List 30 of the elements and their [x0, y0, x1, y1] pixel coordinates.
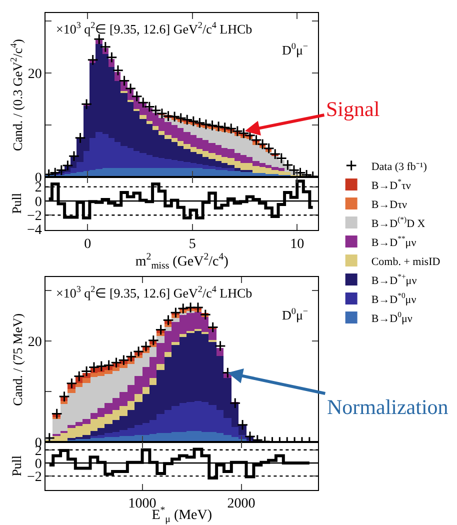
- x-axis-title: m$^{2}$$_{miss}$ (GeV$^{2}$/c$^{4}$): [135, 252, 229, 272]
- y-tick-label: 0: [34, 194, 42, 210]
- x-tick-label: 5: [188, 236, 196, 252]
- annotation: D$^{0}$μ$^{−}$: [282, 306, 308, 322]
- legend-label: B→D$^{*}$τν: [371, 177, 411, 192]
- x-tick-label: 0: [84, 236, 92, 252]
- legend-label: B→D$^{*0}$μν: [371, 291, 416, 306]
- y-axis-title: Cand. / (75 MeV): [10, 313, 25, 406]
- text: ×10$^{3}$ q$^{2}$∈ [9.35, 12.6] GeV$^{2}$/c$^{4}$ LHCb: [56, 20, 252, 36]
- annotation: Signal: [326, 97, 380, 121]
- y-axis-title: Pull: [8, 455, 24, 476]
- legend-label: B→D$^{*+}$μν: [371, 272, 417, 287]
- x-tick-label: 2000: [227, 496, 256, 512]
- legend-label: B→D$^{**}$μν: [371, 234, 416, 249]
- y-tick-label: −2: [26, 470, 42, 485]
- legend-label: B→D$^{(*)}$D X: [371, 215, 426, 230]
- y-tick-label: −2: [26, 209, 42, 224]
- y-tick-label: 0: [34, 456, 42, 472]
- annotation: D$^{0}$μ$^{−}$: [282, 41, 308, 58]
- legend-label: Comb. + misID: [371, 256, 440, 268]
- y-tick-label: 20: [28, 334, 42, 350]
- text: ×10$^{3}$ q$^{2}$∈ [9.35, 12.6] GeV$^{2}$/c$^{4}$ LHCb: [56, 284, 252, 300]
- legend-label: B→D$^{0}$μν: [371, 310, 412, 325]
- y-tick-label: 20: [28, 66, 42, 82]
- legend-label: Data (3 fb⁻¹): [371, 160, 428, 173]
- x-tick-label: 10: [290, 236, 304, 252]
- annotation: Normalization: [327, 395, 449, 419]
- legend-label: B→Dτν: [371, 198, 408, 211]
- y-tick-label: −4: [26, 223, 42, 238]
- y-axis-title: Pull: [8, 192, 24, 214]
